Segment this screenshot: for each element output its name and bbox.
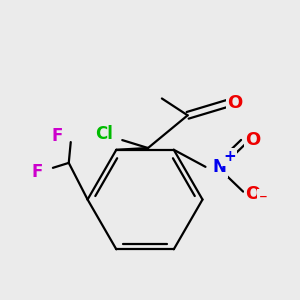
Text: N: N	[212, 158, 226, 176]
Text: Cl: Cl	[95, 125, 113, 143]
Text: O: O	[245, 131, 261, 149]
Text: F: F	[51, 127, 63, 145]
Text: O: O	[228, 94, 243, 112]
Text: F: F	[32, 163, 43, 181]
Text: ⁻: ⁻	[259, 190, 267, 208]
Text: +: +	[223, 149, 236, 164]
Text: O: O	[245, 184, 261, 202]
